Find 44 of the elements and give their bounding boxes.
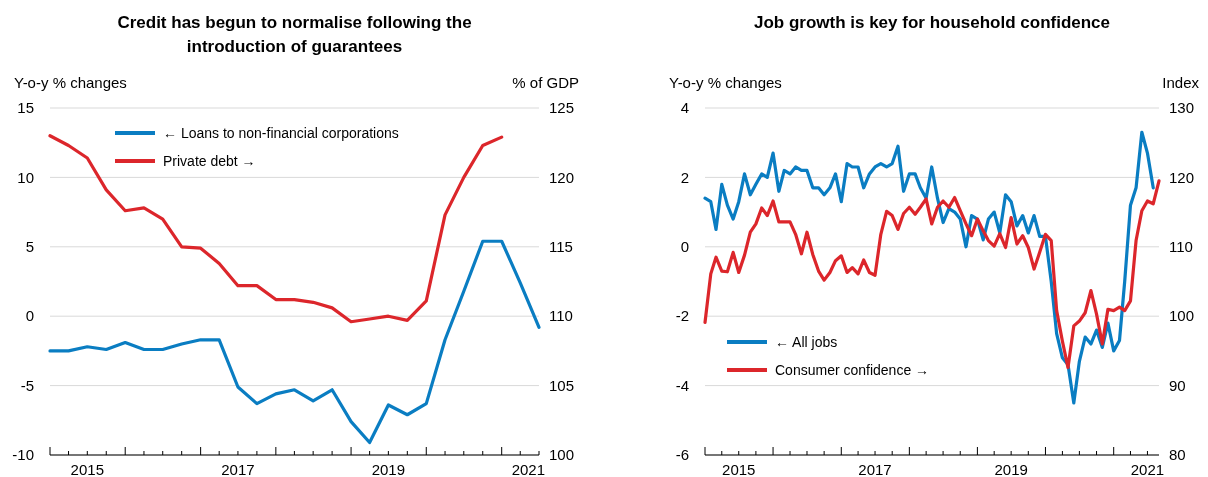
- y2-tick-label: 100: [1169, 307, 1195, 325]
- y2-tick-label: 105: [549, 376, 575, 394]
- y2-axis-title: Index: [1162, 74, 1200, 91]
- x-tick-label: 2021: [1130, 461, 1165, 477]
- y2-tick-label: 115: [549, 238, 573, 256]
- y2-tick-label: 90: [1169, 376, 1186, 394]
- y-tick-label: 0: [680, 238, 689, 256]
- y2-tick-label: 130: [1169, 99, 1195, 117]
- x-tick-label: 2017: [221, 461, 255, 477]
- y2-tick-label: 100: [549, 446, 575, 464]
- y-tick-label: 15: [17, 99, 34, 117]
- y2-tick-label: 80: [1169, 446, 1186, 464]
- y-tick-label: 4: [680, 99, 689, 117]
- y-tick-label: 2: [680, 168, 689, 186]
- legend-label: ← All jobs: [775, 333, 838, 350]
- y2-tick-label: 125: [549, 99, 575, 117]
- y-tick-label: -10: [12, 446, 34, 464]
- x-tick-label: 2015: [722, 461, 756, 477]
- y-tick-label: 0: [25, 307, 34, 325]
- y-tick-label: 10: [17, 168, 34, 186]
- line-series: [48, 239, 541, 445]
- y-tick-label: -6: [675, 446, 689, 464]
- legend-label: Private debt →: [163, 152, 256, 169]
- y2-axis-title: % of GDP: [512, 74, 579, 91]
- y2-tick-label: 110: [1169, 238, 1193, 256]
- x-tick-label: 2021: [511, 461, 545, 477]
- y2-tick-label: 120: [1169, 168, 1195, 186]
- legend-label: Consumer confidence →: [775, 361, 930, 378]
- y-axis-title: Y-o-y % changes: [14, 74, 127, 91]
- x-tick-label: 2015: [70, 461, 104, 477]
- x-tick-label: 2019: [994, 461, 1028, 477]
- y-tick-label: 5: [25, 238, 34, 256]
- y2-tick-label: 120: [549, 168, 575, 186]
- x-tick-label: 2017: [858, 461, 892, 477]
- legend-label: ← Loans to non-financial corporations: [163, 124, 399, 141]
- y-tick-label: -2: [675, 307, 689, 325]
- y-tick-label: -4: [675, 376, 689, 394]
- x-tick-label: 2019: [371, 461, 406, 477]
- chart-title: Credit has begun to normalise following the introduction of guarantees: [117, 13, 472, 56]
- y2-tick-label: 110: [549, 307, 573, 325]
- line-series: [703, 130, 1155, 405]
- y-axis-title: Y-o-y % changes: [669, 74, 782, 91]
- y-tick-label: -5: [20, 376, 34, 394]
- chart-title: Job growth is key for household confidence: [753, 13, 1111, 32]
